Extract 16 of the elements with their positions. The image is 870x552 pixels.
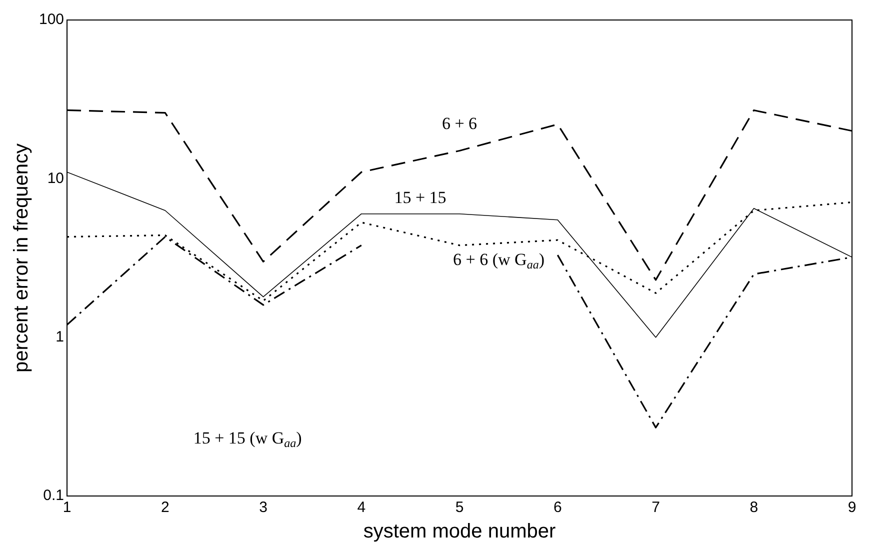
y-axis-title: percent error in frequency: [10, 143, 33, 373]
x-tick-label: 7: [652, 499, 660, 516]
y-tick-label: 0.1: [43, 487, 64, 504]
annotation: 15 + 15: [394, 188, 446, 207]
x-tick-label: 4: [357, 499, 366, 516]
x-tick-label: 2: [160, 499, 170, 516]
x-axis-title: system mode number: [363, 520, 556, 543]
y-tick-label: 10: [47, 170, 64, 187]
y-tick-label: 100: [38, 11, 64, 28]
x-tick-label: 9: [848, 499, 856, 516]
x-tick-label: 3: [259, 499, 268, 516]
x-tick-label: 5: [455, 499, 464, 516]
y-tick-label: 1: [56, 328, 64, 346]
x-tick-label: 6: [553, 499, 562, 516]
x-tick-label: 8: [750, 499, 758, 516]
annotation: 6 + 6: [442, 114, 478, 134]
